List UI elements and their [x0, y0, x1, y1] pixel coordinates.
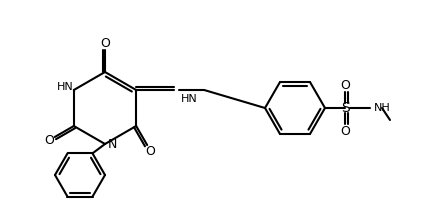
Text: S: S — [340, 101, 349, 115]
Text: O: O — [44, 134, 54, 147]
Text: HN: HN — [56, 82, 73, 92]
Text: O: O — [340, 79, 350, 92]
Text: O: O — [100, 37, 110, 50]
Text: O: O — [340, 125, 350, 138]
Text: N: N — [107, 138, 117, 150]
Text: NH: NH — [374, 103, 391, 113]
Text: O: O — [146, 145, 156, 158]
Text: HN: HN — [181, 94, 198, 104]
